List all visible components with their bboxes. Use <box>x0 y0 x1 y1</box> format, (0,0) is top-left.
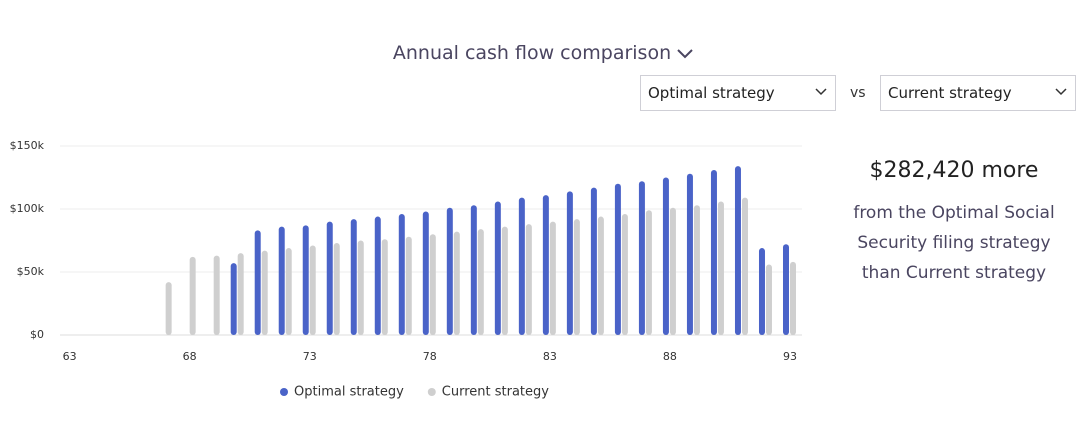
bar <box>662 177 669 335</box>
bar <box>333 243 340 335</box>
bar <box>398 214 405 335</box>
bar <box>717 201 724 335</box>
bar <box>374 216 381 335</box>
bar <box>669 207 676 335</box>
bar <box>741 197 748 335</box>
bar <box>645 210 652 335</box>
bar <box>165 282 172 335</box>
bar <box>542 195 549 335</box>
bar <box>237 253 244 335</box>
chevron <box>815 88 827 96</box>
legend-label: Current strategy <box>442 385 549 400</box>
bar <box>638 181 645 335</box>
chevron <box>1055 88 1067 96</box>
bar <box>525 224 532 335</box>
bar <box>453 231 460 335</box>
dropdown-label: Current strategy <box>888 84 1012 102</box>
x-tick-label: 68 <box>183 350 197 363</box>
bar <box>734 166 741 335</box>
bar <box>782 244 789 335</box>
bar <box>494 201 501 335</box>
bar <box>309 245 316 335</box>
summary-body: from the Optimal Social Security filing … <box>853 203 1055 283</box>
bar <box>230 263 237 335</box>
bar <box>686 173 693 335</box>
dropdown[interactable]: Optimal strategy <box>640 75 836 111</box>
bar <box>614 183 621 335</box>
legend-label: Optimal strategy <box>294 385 404 400</box>
bar <box>189 256 196 335</box>
bar <box>446 207 453 335</box>
bar <box>573 219 580 335</box>
dropdown[interactable]: Current strategy <box>880 75 1076 111</box>
summary-headline: $282,420 more <box>869 158 1039 183</box>
bar <box>278 226 285 335</box>
bar <box>285 248 292 335</box>
x-tick-label: 88 <box>663 350 677 363</box>
bar <box>405 236 412 335</box>
bar <box>254 230 261 335</box>
bar <box>597 216 604 335</box>
bar <box>693 205 700 335</box>
y-tick-label: $0 <box>30 328 44 341</box>
chart: $0 $50k $100k $150k 63 68 73 78 83 88 93 Optimal st… <box>10 139 802 400</box>
bar <box>302 225 309 335</box>
x-tick-label: 78 <box>423 350 437 363</box>
bar <box>501 226 508 335</box>
legend-marker <box>427 388 436 396</box>
y-tick-label: $50k <box>17 265 45 278</box>
x-tick-label: 93 <box>783 350 797 363</box>
bar <box>758 248 765 335</box>
bar <box>549 221 556 335</box>
chevron <box>677 48 693 58</box>
bar <box>357 240 364 335</box>
separator: vs <box>850 85 866 101</box>
bar <box>470 205 477 335</box>
bar <box>350 219 357 335</box>
bar <box>566 191 573 335</box>
bar <box>765 264 772 335</box>
x-tick-label: 83 <box>543 350 557 363</box>
dropdown-label: Optimal strategy <box>648 84 775 102</box>
legend-marker <box>280 388 288 396</box>
bar <box>326 221 333 335</box>
bar <box>621 214 628 335</box>
bar <box>477 229 484 335</box>
x-tick-label: 73 <box>303 350 317 363</box>
y-tick-label: $150k <box>10 139 45 152</box>
title-toggle[interactable]: Annual cash flow comparison <box>0 42 1080 64</box>
bar <box>590 187 597 335</box>
bar <box>213 255 220 335</box>
bar <box>422 211 429 335</box>
bar <box>381 239 388 335</box>
y-tick-label: $100k <box>10 202 45 215</box>
bar <box>789 261 796 335</box>
chart-title: Annual cash flow comparison <box>392 42 672 64</box>
x-tick-label: 63 <box>63 350 77 363</box>
bar <box>518 197 525 335</box>
bar <box>429 234 436 335</box>
bar <box>710 169 717 335</box>
bar <box>261 250 268 335</box>
